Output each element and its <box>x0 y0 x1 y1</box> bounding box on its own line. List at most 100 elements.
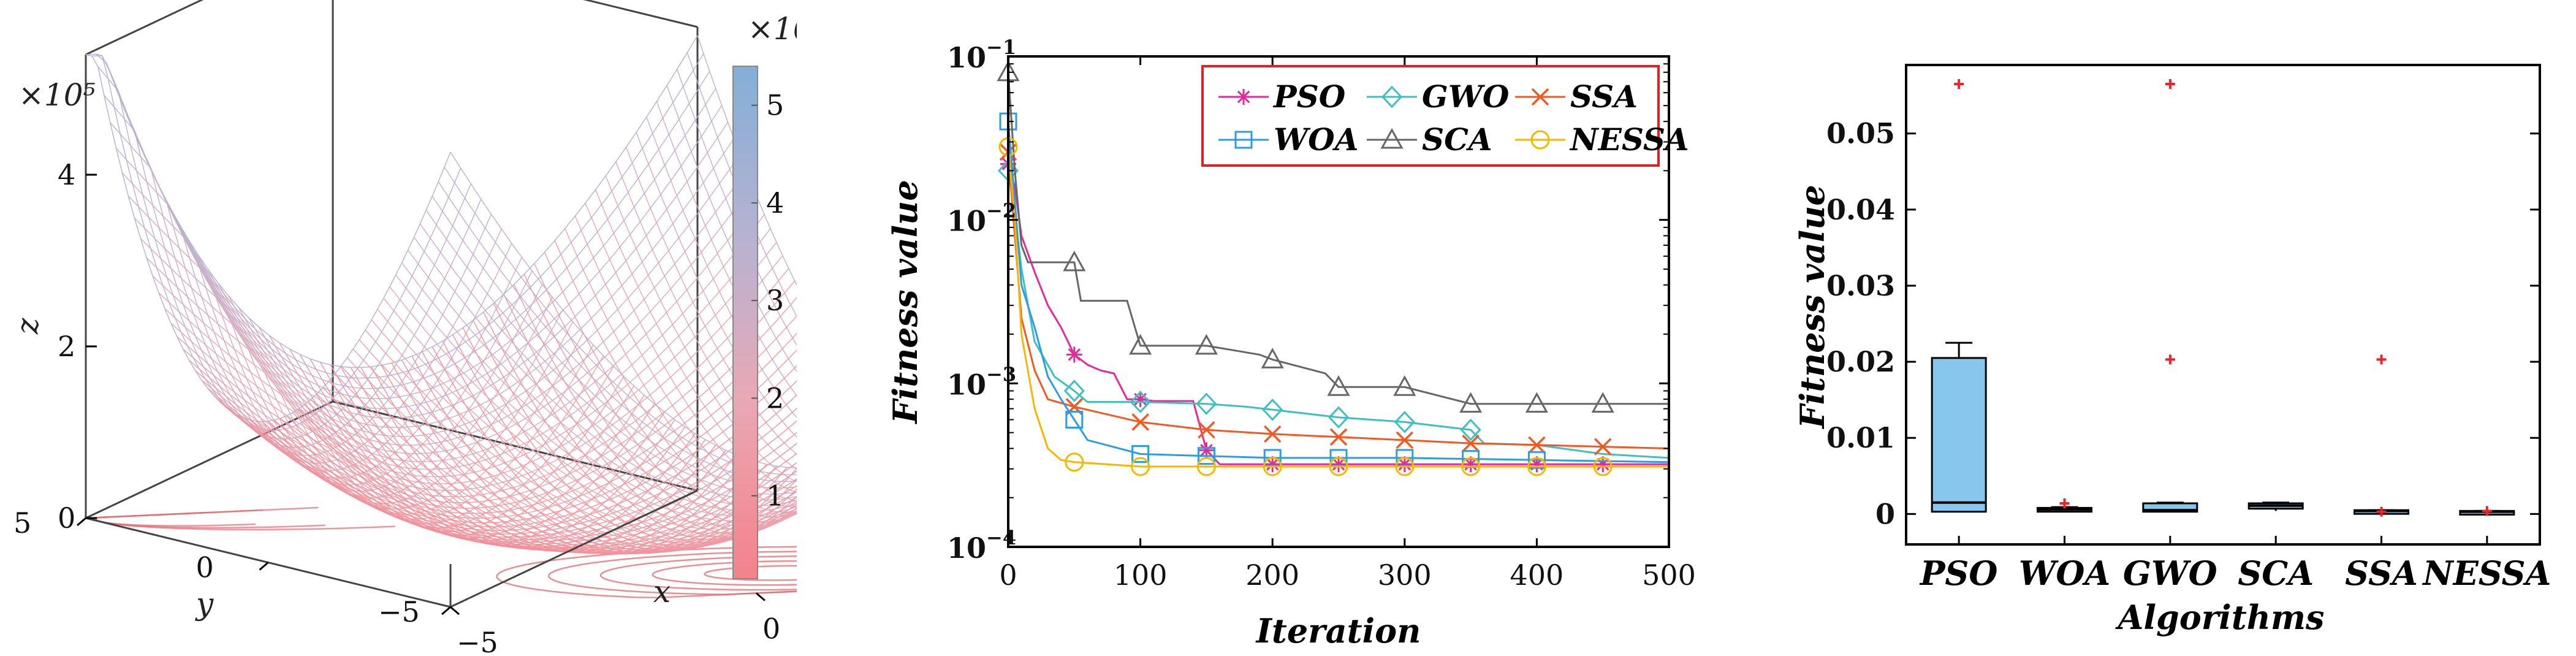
marker-ssa-3 <box>1198 421 1215 439</box>
marker-sca-2 <box>1129 334 1152 355</box>
marker-nessa-9 <box>1593 457 1613 476</box>
mesh-line-y-37 <box>310 399 797 555</box>
plot-background <box>1906 65 2540 544</box>
boxes-group <box>1931 79 2515 517</box>
legend-label-nessa: NESSA <box>1569 121 1689 158</box>
mesh-line-y-49 <box>383 297 797 530</box>
y-tick-base-1: 10 <box>947 205 986 238</box>
box-woa <box>2037 498 2092 513</box>
legend-label-ssa: SSA <box>1570 78 1638 115</box>
mesh-line-y-15 <box>177 268 789 498</box>
marker-sca-8 <box>1525 392 1548 413</box>
outlier-ssa-0 <box>2376 354 2387 365</box>
mesh-line-y-14 <box>170 255 783 491</box>
y-axis-label: Fitness value <box>1793 185 1832 430</box>
x-axis-ticks: PSO WOA GWO SCA SSA NESSA <box>1919 536 2551 593</box>
y-axis-ticks: −5 0 5 <box>13 506 451 628</box>
legend: PSO GWO SSA WOA SCA NESSA <box>1201 65 1689 167</box>
colorbar-tick-label-0: 1 <box>766 479 784 513</box>
marker-gwo-5 <box>1328 406 1350 429</box>
outlier-gwo-1 <box>2165 354 2175 365</box>
legend-marker-pso-stroke-3 <box>1237 90 1250 104</box>
marker-gwo-7 <box>1460 418 1481 441</box>
z-tick-label-2: 4 <box>58 158 75 191</box>
marker-gwo-1 <box>1063 379 1085 402</box>
legend-entry-gwo: GWO <box>1367 78 1510 115</box>
x-tick-label-5: 500 <box>1642 559 1696 592</box>
mesh-line-y-38 <box>316 394 797 554</box>
marker-nessa-6 <box>1395 457 1415 476</box>
mesh-line-y-52 <box>401 262 797 517</box>
z-exponent-label: ×10⁵ <box>18 77 96 113</box>
box-gwo <box>2142 79 2198 513</box>
x-tick-label-3: 300 <box>1378 559 1432 592</box>
surface-mesh <box>85 35 797 555</box>
series-line-sca <box>1007 72 1669 405</box>
outlier-pso-0 <box>1954 79 1964 90</box>
outlier-ssa-1 <box>2376 506 2387 517</box>
marker-ssa-2 <box>1131 413 1149 431</box>
legend-entry-pso: PSO <box>1218 78 1346 115</box>
marker-woa-8 <box>1527 451 1546 469</box>
marker-pso-7-stroke-3 <box>1464 458 1477 471</box>
marker-ssa-7 <box>1462 434 1480 452</box>
x-tick-label-woa: WOA <box>2019 554 2111 593</box>
y-axis-label: Fitness value <box>886 180 925 425</box>
y-tick-label-2: 0.02 <box>1826 345 1895 378</box>
y-axis-label: y <box>195 586 214 622</box>
marker-pso-5-stroke-3 <box>1332 458 1345 471</box>
legend-entry-woa: WOA <box>1218 121 1359 158</box>
contour-1 <box>652 560 797 586</box>
y-tick-exp-0: −1 <box>986 36 1016 59</box>
mesh-line-y-41 <box>335 373 797 552</box>
legend-entry-sca: SCA <box>1367 121 1492 158</box>
colorbar-exponent-label: ×10⁵ <box>748 11 797 47</box>
mesh-line-y-46 <box>365 329 797 541</box>
boxplot-panel: 0 0.01 0.02 0.03 0.04 0.05 PSO WOA GWO SCA SSA NES… <box>1765 0 2576 656</box>
marker-ssa-6 <box>1396 431 1414 449</box>
marker-gwo-4 <box>1262 399 1283 421</box>
mesh-line-y-56 <box>425 210 797 495</box>
mesh-line-y-28 <box>256 421 797 547</box>
front-edge-1 <box>450 489 698 608</box>
z-axis-ticks: 0 2 4 <box>58 158 97 535</box>
x-axis-label: x <box>653 574 671 609</box>
box-edge-6 <box>332 400 698 492</box>
x-tick-label-sca: SCA <box>2238 554 2314 593</box>
marker-gwo-2 <box>1130 391 1151 413</box>
contour-0 <box>704 565 797 581</box>
x-tick-label-1: 100 <box>1114 559 1168 592</box>
z-tick-label-1: 2 <box>58 330 75 363</box>
contour-4 <box>496 546 797 599</box>
y-tick-mark-0 <box>441 606 451 616</box>
mesh-line-y-9 <box>140 185 753 454</box>
marker-nessa-1 <box>1065 452 1084 472</box>
legend-entry-ssa: SSA <box>1515 78 1638 115</box>
y-tick-label-4: 0.04 <box>1826 193 1895 226</box>
mesh-line-y-5 <box>116 121 729 419</box>
y-tick-label-0: 0 <box>1875 497 1895 530</box>
box-sca <box>2247 502 2304 511</box>
x-axis-label: Iteration <box>1255 611 1421 650</box>
box-ssa <box>2354 354 2409 517</box>
contour-2 <box>599 555 797 591</box>
x-tick-label-1: 0 <box>762 612 780 646</box>
marker-ssa-8 <box>1528 436 1546 454</box>
y-tick-base-3: 10 <box>947 532 986 565</box>
mesh-line-y-22 <box>219 380 797 532</box>
mesh-line-y-0 <box>85 35 698 368</box>
y-tick-exp-3: −4 <box>986 526 1016 549</box>
mesh-line-y-8 <box>134 169 747 446</box>
y-tick-mark-1 <box>259 562 269 571</box>
mesh-line-y-47 <box>371 319 797 538</box>
series-line-woa <box>1007 121 1670 463</box>
legend-marker-nessa <box>1530 130 1550 150</box>
outlier-gwo-0 <box>2165 79 2175 90</box>
z-tick-label-0: 0 <box>58 502 75 535</box>
mesh-line-y-17 <box>189 297 797 509</box>
mesh-line-y-18 <box>194 315 797 514</box>
marker-ssa-4 <box>1263 425 1282 443</box>
marker-pso-6-stroke-3 <box>1398 458 1411 471</box>
